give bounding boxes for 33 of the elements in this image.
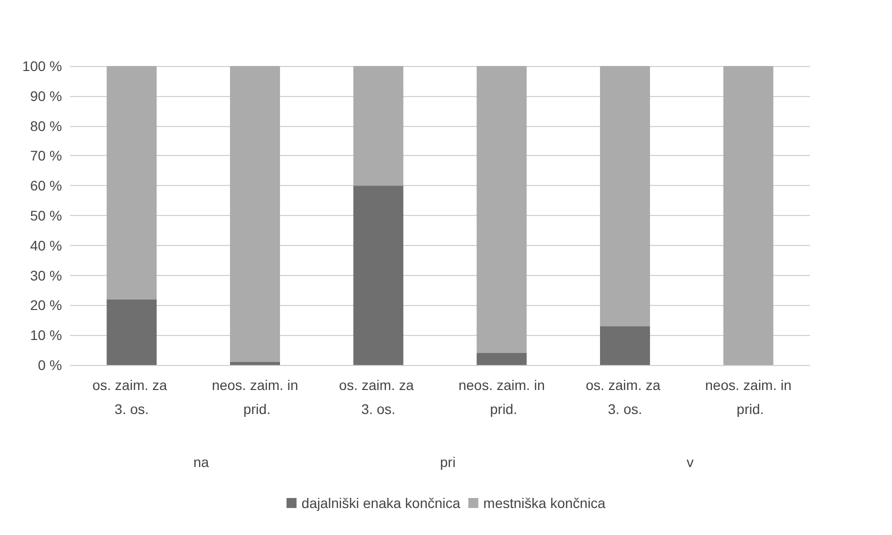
x-tick-label: neos. zaim. in prid. — [458, 377, 545, 417]
bar — [600, 66, 650, 326]
y-tick-label: 0 % — [38, 357, 62, 373]
x-tick-label: os. zaim. za 3. os. — [92, 377, 171, 417]
y-tick-label: 100 % — [22, 58, 62, 74]
bar — [476, 66, 527, 354]
legend-label: dajalniški enaka končnica — [302, 495, 461, 511]
bar — [230, 362, 280, 365]
bar — [353, 66, 404, 186]
y-tick-label: 70 % — [30, 148, 62, 164]
bar — [476, 353, 527, 365]
y-tick-label: 50 % — [30, 208, 62, 224]
text: pri — [440, 454, 456, 470]
x-tick-label: os. zaim. za 3. os. — [339, 377, 418, 417]
text: v — [686, 454, 694, 470]
bar — [106, 299, 157, 365]
x-tick-label: os. zaim. za 3. os. — [586, 377, 664, 417]
y-tick-label: 30 % — [30, 267, 62, 284]
x-tick-label: neos. zaim. in prid. — [705, 377, 792, 417]
legend-label: mestniška končnica — [483, 495, 606, 511]
bar — [106, 66, 157, 300]
text: na — [193, 454, 210, 470]
y-tick-label: 40 % — [30, 237, 62, 254]
y-tick-label: 80 % — [30, 118, 62, 134]
bar — [600, 326, 650, 365]
y-tick-label: 10 % — [30, 327, 62, 344]
y-tick-label: 60 % — [30, 178, 62, 194]
y-tick-label: 20 % — [30, 297, 62, 314]
bar — [353, 186, 404, 365]
bar — [230, 66, 280, 362]
bar — [723, 66, 774, 365]
y-tick-label: 90 % — [30, 88, 62, 104]
x-tick-label: neos. zaim. in prid. — [212, 377, 298, 417]
